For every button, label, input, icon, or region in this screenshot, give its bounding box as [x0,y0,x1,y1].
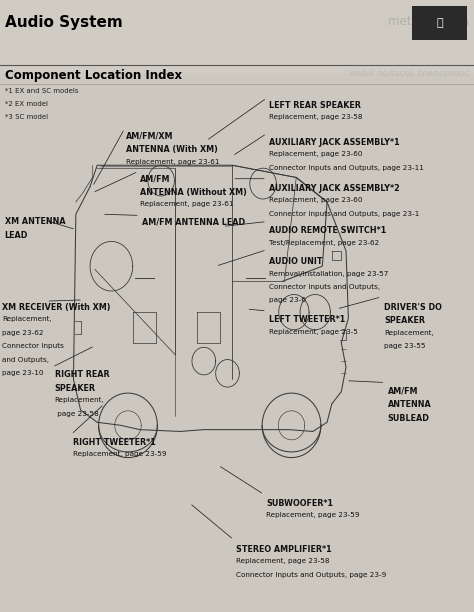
Text: metsyS oiduA: metsyS oiduA [388,15,469,28]
Text: AM/FM: AM/FM [140,174,170,184]
Text: Replacement,: Replacement, [55,397,104,403]
Text: Test/Replacement, page 23-62: Test/Replacement, page 23-62 [269,240,380,246]
Text: Connector Inputs and Outputs, page 23-11: Connector Inputs and Outputs, page 23-11 [269,165,424,171]
Text: Replacement,: Replacement, [384,330,434,336]
Text: RIGHT REAR: RIGHT REAR [55,370,109,379]
Text: LEAD: LEAD [5,231,28,240]
Text: AUDIO REMOTE SWITCH*1: AUDIO REMOTE SWITCH*1 [269,226,386,236]
Text: Removal/Installation, page 23-57: Removal/Installation, page 23-57 [269,271,389,277]
Text: Replacement, page 23-61: Replacement, page 23-61 [126,159,219,165]
Text: ANTENNA (With XM): ANTENNA (With XM) [126,145,218,154]
Text: AM/FM ANTENNA LEAD: AM/FM ANTENNA LEAD [142,217,246,226]
Text: XM ANTENNA: XM ANTENNA [5,217,65,226]
Text: LEFT REAR SPEAKER: LEFT REAR SPEAKER [269,101,361,110]
Text: STEREO AMPLIFIER*1: STEREO AMPLIFIER*1 [236,545,332,554]
Text: Audio System: Audio System [5,15,122,31]
Text: Replacement, page 23-59: Replacement, page 23-59 [266,512,360,518]
Text: Replacement,: Replacement, [2,316,52,323]
Text: AM/FM: AM/FM [388,387,418,396]
Text: Connector Inputs and Outputs,: Connector Inputs and Outputs, [269,284,380,290]
Text: SPEAKER: SPEAKER [384,316,425,326]
Text: xednI noitacoL tnenopmoc: xednI noitacoL tnenopmoc [349,69,469,78]
Text: Replacement, page 23-60: Replacement, page 23-60 [269,151,363,157]
Text: Connector Inputs: Connector Inputs [2,343,64,349]
Text: *2 EX model: *2 EX model [5,101,48,107]
Text: SPEAKER: SPEAKER [55,384,95,393]
Text: Connector Inputs and Outputs, page 23-1: Connector Inputs and Outputs, page 23-1 [269,211,419,217]
Text: AM/FM/XM: AM/FM/XM [126,132,173,141]
Text: XM RECEIVER (With XM): XM RECEIVER (With XM) [2,303,111,312]
Text: ANTENNA (Without XM): ANTENNA (Without XM) [140,188,246,197]
FancyBboxPatch shape [412,6,467,40]
Text: page 23-6: page 23-6 [269,297,306,304]
Text: LEFT TWEETER*1: LEFT TWEETER*1 [269,315,346,324]
Text: DRIVER'S DO: DRIVER'S DO [384,303,442,312]
Text: Replacement, page 23-5: Replacement, page 23-5 [269,329,358,335]
Text: Replacement, page 23-61: Replacement, page 23-61 [140,201,233,207]
Text: Connector Inputs and Outputs, page 23-9: Connector Inputs and Outputs, page 23-9 [236,572,386,578]
Text: ANTENNA: ANTENNA [388,400,431,409]
Text: 🚗: 🚗 [437,18,443,28]
Text: page 23-58: page 23-58 [55,411,98,417]
Text: *1 EX and SC models: *1 EX and SC models [5,88,78,94]
Text: *3 SC model: *3 SC model [5,114,48,121]
Text: AUDIO UNIT: AUDIO UNIT [269,257,323,266]
Text: Replacement, page 23-59: Replacement, page 23-59 [73,451,167,457]
Text: page 23-62: page 23-62 [2,330,44,336]
Text: AUXILIARY JACK ASSEMBLY*2: AUXILIARY JACK ASSEMBLY*2 [269,184,400,193]
Text: Component Location Index: Component Location Index [5,69,182,81]
Text: Replacement, page 23-58: Replacement, page 23-58 [236,558,329,564]
Text: Replacement, page 23-60: Replacement, page 23-60 [269,197,363,203]
Text: SUBWOOFER*1: SUBWOOFER*1 [266,499,333,508]
Text: Replacement, page 23-58: Replacement, page 23-58 [269,114,363,121]
Text: page 23-10: page 23-10 [2,370,44,376]
Text: RIGHT TWEETER*1: RIGHT TWEETER*1 [73,438,156,447]
FancyBboxPatch shape [0,0,474,73]
Text: AUXILIARY JACK ASSEMBLY*1: AUXILIARY JACK ASSEMBLY*1 [269,138,400,147]
Text: page 23-55: page 23-55 [384,343,426,349]
Text: SUBLEAD: SUBLEAD [388,414,429,423]
Text: and Outputs,: and Outputs, [2,357,49,363]
